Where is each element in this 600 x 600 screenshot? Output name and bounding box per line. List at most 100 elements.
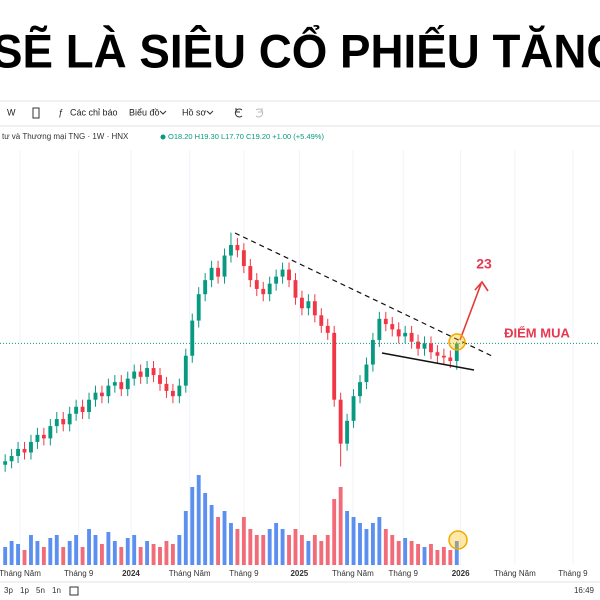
candle-body	[441, 355, 446, 358]
candle-body	[332, 332, 337, 400]
volume-bar	[312, 535, 317, 565]
candle-body	[267, 283, 272, 295]
chart-menu[interactable]: Biểu đồ	[129, 107, 160, 117]
candle-body	[93, 392, 98, 400]
candle-body	[164, 383, 169, 391]
volume-bar	[87, 529, 91, 565]
volume-bar	[377, 517, 382, 565]
volume-bar	[151, 544, 156, 565]
volume-bar	[429, 544, 433, 565]
volume-bar	[261, 535, 266, 565]
undo-button[interactable]	[234, 108, 243, 118]
candle-body	[41, 434, 46, 439]
candle-body	[377, 318, 382, 340]
candle-body	[403, 332, 408, 337]
volume-bar	[280, 529, 285, 565]
candle-body	[190, 320, 195, 356]
volume-bar	[441, 547, 446, 565]
range-button[interactable]: 3p	[4, 586, 13, 595]
volume-bar	[190, 487, 195, 565]
x-tick-label: 2025	[290, 569, 308, 578]
candle-body	[209, 267, 214, 281]
candle-body	[22, 448, 27, 453]
target-arrow	[459, 280, 489, 341]
volume-bar	[22, 550, 27, 565]
candle-body	[319, 315, 324, 326]
volume-bar	[287, 535, 291, 565]
candle-body	[422, 343, 427, 349]
candle-body	[177, 385, 182, 397]
status-dot	[160, 134, 166, 140]
volume-bar	[164, 541, 169, 565]
volume-bar	[383, 529, 388, 565]
candle-type-icon[interactable]	[32, 107, 40, 119]
range-button[interactable]: 1p	[20, 586, 29, 595]
volume-bar	[396, 541, 401, 565]
x-tick-label: Tháng Năm	[169, 569, 211, 578]
volume-bar	[54, 535, 59, 565]
x-tick-label: 2024	[122, 569, 140, 578]
volume-bar	[158, 547, 162, 565]
volume-bar	[80, 547, 85, 565]
x-tick-label: Tháng 9	[558, 569, 588, 578]
volume-bar	[248, 529, 253, 565]
interval-button[interactable]: W	[7, 107, 16, 117]
volume-bar	[48, 538, 53, 565]
volume-bar	[74, 535, 79, 565]
clock: 16:49	[574, 586, 595, 595]
candle-body	[300, 297, 304, 309]
candle-body	[429, 343, 433, 353]
volume-bar	[325, 535, 330, 565]
candle-body	[358, 382, 362, 397]
volume-bar	[9, 541, 14, 565]
volume-bar	[145, 541, 150, 565]
indicators-button[interactable]: Các chỉ báo	[70, 107, 118, 117]
volume-bar	[390, 535, 395, 565]
range-button[interactable]: 5n	[36, 586, 45, 595]
x-tick-label: Tháng Năm	[494, 569, 536, 578]
candle-body	[222, 255, 227, 277]
candle-body	[125, 378, 130, 390]
range-button[interactable]: 1n	[52, 586, 61, 595]
candle-body	[170, 390, 175, 397]
candle-body	[364, 364, 369, 383]
candle-body	[3, 461, 8, 465]
candle-body	[416, 341, 420, 349]
volume-bar	[319, 541, 324, 565]
candle-body	[112, 382, 117, 386]
volume-bar	[216, 517, 220, 565]
candle-body	[100, 392, 104, 397]
volume-bar	[416, 544, 420, 565]
volume-bar	[119, 547, 124, 565]
candle-body	[280, 269, 285, 277]
volume-bar	[351, 517, 356, 565]
candle-body	[254, 280, 259, 289]
volume-bar	[267, 529, 272, 565]
candle-body	[216, 267, 220, 277]
x-tick-label: Tháng 9	[64, 569, 94, 578]
candle-body	[435, 352, 440, 356]
candle-body	[370, 339, 375, 365]
fx-icon: ƒ	[58, 107, 63, 117]
candle-body	[338, 399, 343, 444]
chevron	[159, 110, 167, 115]
calendar-icon[interactable]	[69, 586, 79, 596]
candle-body	[325, 325, 330, 333]
volume-bar	[93, 535, 98, 565]
headline: SẼ LÀ SIÊU CỔ PHIẾU TĂNG	[0, 24, 600, 77]
volume-bar	[409, 541, 414, 565]
candle-body	[9, 455, 14, 462]
candle-body	[138, 371, 143, 377]
volume-bar	[345, 511, 350, 565]
candle-body	[274, 276, 279, 284]
volume-bar	[35, 541, 40, 565]
volume-bar	[338, 487, 343, 565]
redo-button[interactable]	[255, 108, 264, 118]
volume-bar	[29, 535, 33, 565]
volume-bar	[183, 511, 188, 565]
volume-bar	[435, 550, 440, 565]
candle-body	[183, 355, 188, 386]
profile-menu[interactable]: Hồ sơ	[182, 107, 207, 117]
candle-body	[29, 441, 33, 453]
volume-bar	[370, 523, 375, 565]
